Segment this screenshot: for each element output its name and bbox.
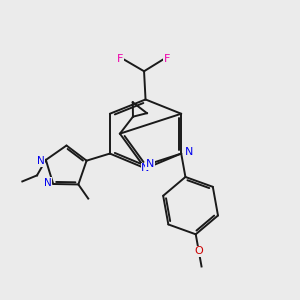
Text: O: O	[194, 246, 203, 256]
Text: N: N	[184, 147, 193, 157]
Text: N: N	[141, 164, 150, 173]
Text: F: F	[116, 54, 123, 64]
Text: N: N	[146, 159, 154, 170]
Text: N: N	[37, 156, 44, 167]
Text: N: N	[44, 178, 52, 188]
Text: F: F	[164, 54, 170, 64]
